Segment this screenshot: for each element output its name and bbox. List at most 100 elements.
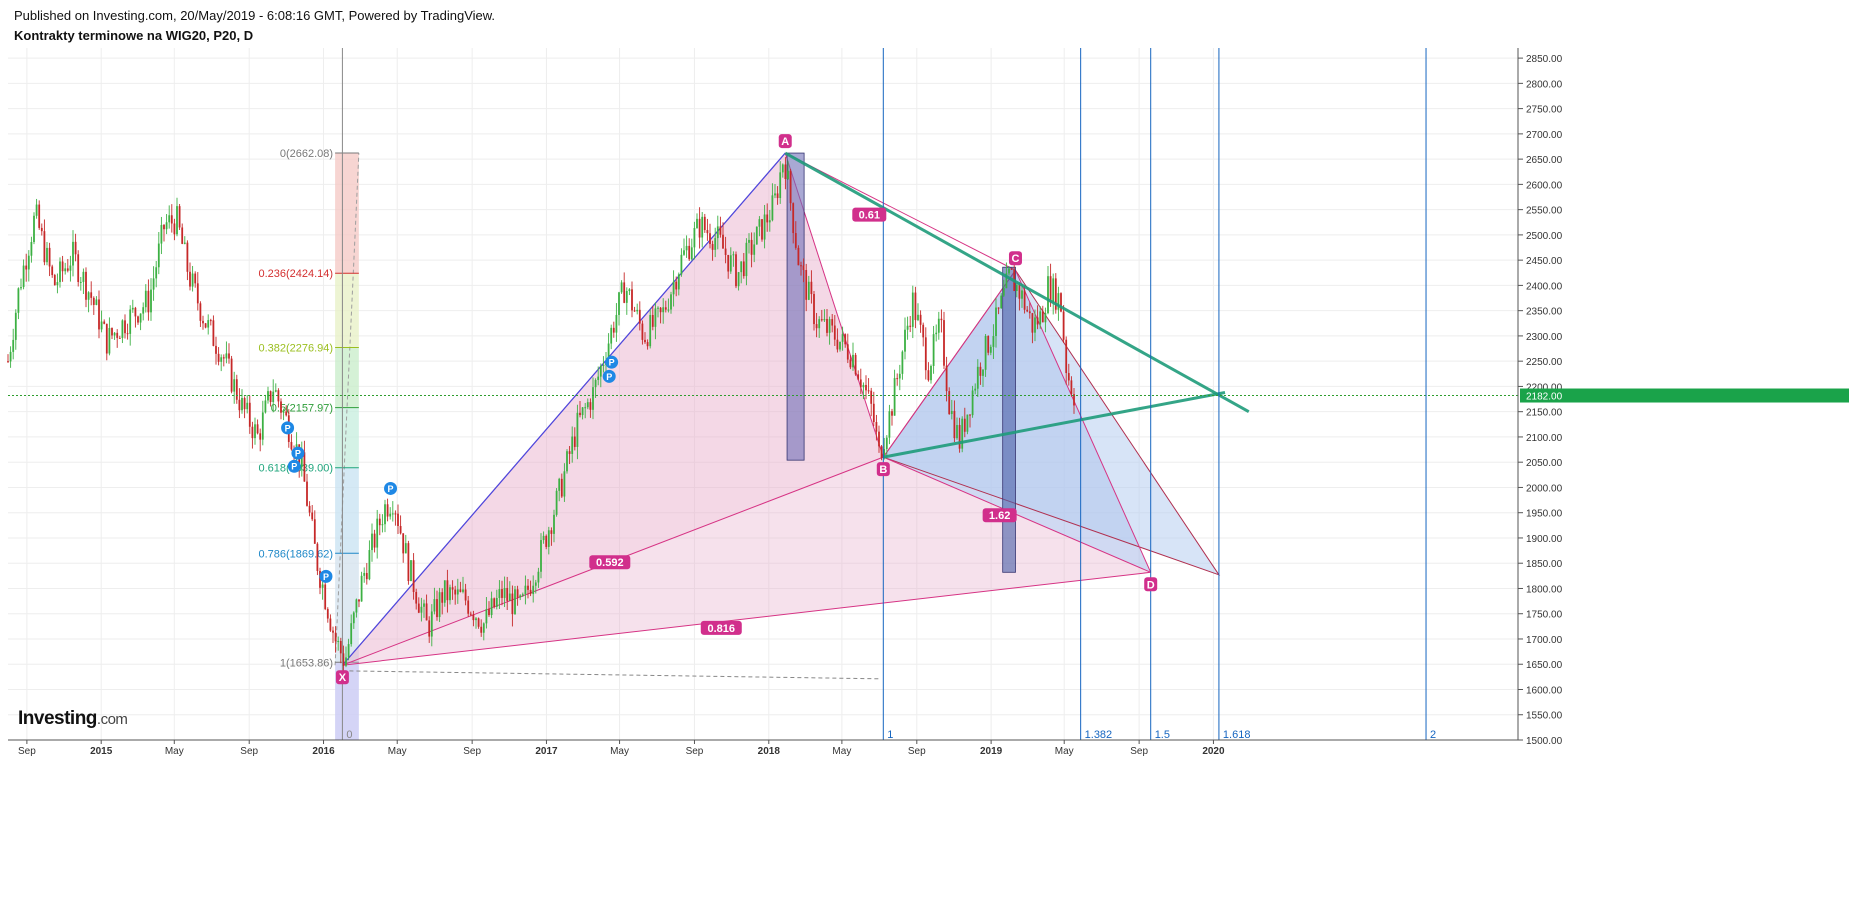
candle-body bbox=[839, 341, 841, 350]
candle-body bbox=[852, 354, 854, 368]
candle-body bbox=[389, 513, 392, 517]
candle-body bbox=[1062, 311, 1065, 340]
candle-body bbox=[181, 227, 184, 244]
candle-body bbox=[1049, 276, 1052, 303]
pattern-ratio-bg bbox=[700, 620, 742, 635]
candle-body bbox=[53, 275, 56, 286]
candle-body bbox=[945, 365, 948, 392]
candle-body bbox=[750, 239, 753, 255]
y-tick-label: 2800.00 bbox=[1526, 79, 1563, 90]
candle-body bbox=[329, 618, 332, 631]
candle-body bbox=[498, 589, 501, 598]
candle-body bbox=[841, 334, 844, 342]
candle-body bbox=[779, 172, 782, 199]
candle-body bbox=[173, 223, 176, 235]
candle-body bbox=[534, 582, 537, 586]
fib-time-label: 2 bbox=[1430, 729, 1436, 741]
candle-body bbox=[48, 247, 51, 267]
candle-body bbox=[831, 319, 834, 326]
candle-body bbox=[66, 268, 69, 271]
candle-body bbox=[813, 294, 815, 325]
candle-body bbox=[399, 525, 402, 534]
candle-body bbox=[17, 288, 20, 313]
candle-body bbox=[610, 327, 613, 344]
candle-body bbox=[1057, 293, 1060, 310]
candle-body bbox=[924, 337, 927, 371]
candle-body bbox=[527, 585, 529, 590]
candle-body bbox=[384, 504, 386, 525]
candle-body bbox=[376, 518, 379, 548]
fib-level-label: 1(1653.86) bbox=[280, 657, 333, 669]
candle-body bbox=[477, 618, 480, 627]
candle-body bbox=[373, 533, 376, 548]
pattern-point-a-bg bbox=[778, 134, 792, 149]
candle-body bbox=[685, 245, 688, 251]
candle-body bbox=[69, 265, 72, 271]
candle-body bbox=[966, 414, 969, 432]
candle-body bbox=[20, 287, 22, 289]
pivot-marker-label: P bbox=[609, 358, 615, 368]
candle-body bbox=[251, 426, 254, 439]
candle-body bbox=[794, 233, 797, 248]
candle-body bbox=[597, 376, 600, 381]
candle-body bbox=[446, 580, 449, 601]
pivot-marker bbox=[602, 369, 616, 383]
candle-body bbox=[789, 170, 792, 204]
candle-body bbox=[342, 653, 345, 666]
candle-body bbox=[670, 294, 672, 310]
candle-body bbox=[888, 411, 891, 438]
fib-zone bbox=[335, 407, 359, 468]
candle-body bbox=[194, 273, 197, 284]
candle-body bbox=[690, 247, 693, 260]
candle-body bbox=[1039, 311, 1042, 325]
candle-body bbox=[82, 271, 85, 282]
candle-body bbox=[74, 241, 77, 255]
candle-body bbox=[1028, 311, 1031, 314]
candle-body bbox=[904, 329, 906, 352]
pivot-marker-label: P bbox=[291, 462, 297, 472]
candle-body bbox=[1000, 295, 1003, 309]
candle-body bbox=[742, 261, 745, 277]
candle-body bbox=[982, 369, 984, 376]
candle-body bbox=[386, 504, 389, 517]
candle-body bbox=[646, 342, 649, 347]
trend-line-1 bbox=[784, 151, 1250, 413]
candle-body bbox=[878, 431, 880, 447]
candle-body bbox=[441, 592, 444, 603]
candle-body bbox=[989, 346, 992, 353]
x-tick-label: Sep bbox=[908, 746, 926, 757]
candle-body bbox=[98, 299, 100, 330]
candle-body bbox=[139, 313, 142, 323]
candle-body bbox=[347, 644, 350, 658]
candle-body bbox=[360, 575, 363, 602]
candle-body bbox=[436, 599, 438, 618]
candle-body bbox=[92, 297, 95, 305]
candle-body bbox=[573, 436, 576, 447]
candle-body bbox=[558, 478, 561, 491]
candle-body bbox=[152, 278, 155, 290]
candle-body bbox=[469, 613, 472, 615]
chart-title: Kontrakty terminowe na WIG20, P20, D bbox=[14, 28, 254, 43]
candle-body bbox=[355, 599, 358, 613]
candle-body bbox=[1070, 380, 1073, 395]
pivot-marker bbox=[384, 481, 398, 495]
candle-body bbox=[735, 254, 737, 287]
candle-body bbox=[932, 334, 935, 366]
candle-body bbox=[264, 400, 267, 413]
candle-body bbox=[859, 379, 862, 388]
candle-body bbox=[1041, 311, 1044, 323]
candle-body bbox=[503, 587, 506, 598]
candle-body bbox=[131, 307, 134, 310]
candle-body bbox=[628, 289, 631, 292]
y-tick-label: 1750.00 bbox=[1526, 610, 1563, 621]
candle-body bbox=[337, 641, 340, 643]
pattern-leg-AC bbox=[785, 152, 1016, 271]
pattern-leg-BD bbox=[883, 456, 1151, 573]
candle-body bbox=[1023, 290, 1026, 310]
candle-body bbox=[303, 452, 306, 482]
pivot-marker bbox=[291, 446, 305, 460]
candle-body bbox=[961, 418, 964, 449]
trend-lines bbox=[8, 151, 1518, 459]
candle-body bbox=[199, 303, 202, 321]
